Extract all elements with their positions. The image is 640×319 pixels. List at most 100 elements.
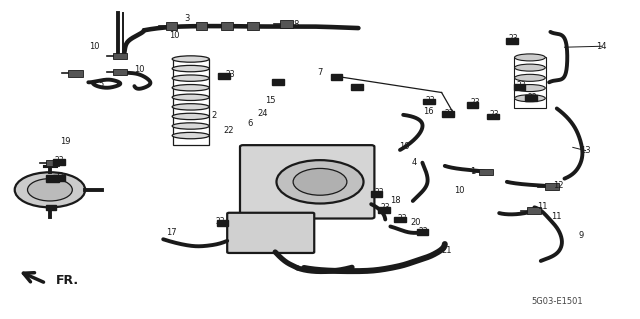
Text: 23: 23 xyxy=(516,81,527,90)
Text: 7: 7 xyxy=(317,68,323,77)
Ellipse shape xyxy=(515,74,545,81)
Bar xyxy=(351,84,363,90)
Text: 23: 23 xyxy=(444,109,454,118)
Text: 10: 10 xyxy=(454,186,465,195)
Text: 23: 23 xyxy=(225,70,236,78)
Text: 23: 23 xyxy=(352,84,362,93)
Text: 10: 10 xyxy=(134,65,145,74)
Ellipse shape xyxy=(172,123,209,129)
Text: 23: 23 xyxy=(54,156,64,165)
Text: 23: 23 xyxy=(333,74,343,83)
Circle shape xyxy=(276,160,364,204)
Ellipse shape xyxy=(515,95,545,102)
Ellipse shape xyxy=(515,85,545,92)
Circle shape xyxy=(293,168,347,195)
Ellipse shape xyxy=(172,85,209,91)
Bar xyxy=(53,159,65,165)
Text: 5G03-E1501: 5G03-E1501 xyxy=(531,297,582,306)
Circle shape xyxy=(15,172,85,207)
Text: 24: 24 xyxy=(257,109,268,118)
Text: 18: 18 xyxy=(390,196,401,205)
Bar xyxy=(46,160,59,166)
Bar xyxy=(527,207,541,214)
Text: 10: 10 xyxy=(169,31,179,40)
Ellipse shape xyxy=(172,113,209,120)
Text: 11: 11 xyxy=(552,212,562,221)
Text: 16: 16 xyxy=(424,107,434,115)
Bar xyxy=(378,207,390,213)
Bar xyxy=(217,220,228,226)
Ellipse shape xyxy=(172,56,209,62)
Bar xyxy=(247,22,259,30)
Text: 23: 23 xyxy=(508,34,518,43)
Bar xyxy=(173,59,209,145)
Text: 2: 2 xyxy=(212,111,217,120)
Bar xyxy=(545,183,559,190)
Bar xyxy=(417,229,428,235)
Text: 23: 23 xyxy=(54,172,64,181)
Text: 23: 23 xyxy=(380,204,390,212)
Text: 11: 11 xyxy=(538,202,548,211)
Text: 10: 10 xyxy=(90,42,100,51)
Bar xyxy=(394,217,406,222)
Text: FR.: FR. xyxy=(56,274,79,287)
Text: 17: 17 xyxy=(166,228,177,237)
Text: 14: 14 xyxy=(596,42,607,51)
FancyBboxPatch shape xyxy=(227,213,314,253)
Bar xyxy=(506,38,518,44)
Bar xyxy=(196,22,207,30)
Text: 21: 21 xyxy=(442,246,452,255)
Text: 1: 1 xyxy=(470,167,475,176)
Ellipse shape xyxy=(515,54,545,61)
Text: 23: 23 xyxy=(425,96,435,105)
Text: 8: 8 xyxy=(293,20,298,29)
Text: 23: 23 xyxy=(527,93,538,102)
Bar xyxy=(514,57,546,108)
Bar xyxy=(423,99,435,104)
Bar xyxy=(221,22,233,30)
Bar xyxy=(280,20,293,28)
Bar xyxy=(331,74,342,80)
Bar xyxy=(46,205,56,210)
Text: 9: 9 xyxy=(579,231,584,240)
Bar xyxy=(525,95,537,101)
Bar xyxy=(467,102,478,108)
Bar xyxy=(46,175,59,182)
Bar xyxy=(166,22,177,30)
Text: 20: 20 xyxy=(411,218,421,227)
Circle shape xyxy=(28,179,72,201)
Bar xyxy=(479,169,493,175)
Text: 4: 4 xyxy=(412,158,417,167)
Text: 23: 23 xyxy=(489,110,499,119)
Text: 15: 15 xyxy=(265,96,275,105)
Ellipse shape xyxy=(172,65,209,72)
Ellipse shape xyxy=(172,94,209,100)
Text: 19: 19 xyxy=(60,137,70,146)
Bar xyxy=(218,73,230,79)
Text: 23: 23 xyxy=(374,188,384,197)
Bar xyxy=(53,175,65,181)
Text: 23: 23 xyxy=(397,214,407,223)
Bar xyxy=(68,70,83,77)
Text: 3: 3 xyxy=(184,14,189,23)
Text: 10: 10 xyxy=(399,142,410,151)
Text: 23: 23 xyxy=(470,98,480,107)
Text: 23: 23 xyxy=(419,227,429,236)
Text: 23: 23 xyxy=(275,79,285,88)
Bar xyxy=(371,191,382,197)
Text: 6: 6 xyxy=(247,119,252,128)
Bar xyxy=(272,79,284,85)
Bar xyxy=(487,114,499,119)
Ellipse shape xyxy=(172,132,209,139)
FancyBboxPatch shape xyxy=(240,145,374,219)
Text: 22: 22 xyxy=(224,126,234,135)
Text: 12: 12 xyxy=(553,181,563,190)
Ellipse shape xyxy=(172,104,209,110)
Bar xyxy=(113,69,127,75)
Bar xyxy=(514,84,525,90)
Bar xyxy=(113,53,127,59)
Text: 23: 23 xyxy=(216,217,226,226)
Text: 13: 13 xyxy=(580,146,591,155)
Bar xyxy=(442,111,454,117)
Ellipse shape xyxy=(172,75,209,81)
